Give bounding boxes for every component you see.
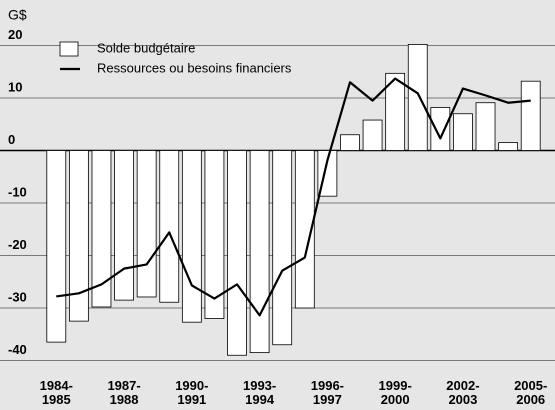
x-tick-label: 1996- 1997: [310, 378, 344, 407]
y-tick-label: 0: [8, 132, 15, 147]
y-tick-label: 10: [8, 79, 22, 94]
y-tick-label: -10: [8, 184, 27, 199]
bar: [249, 150, 270, 354]
bar: [272, 150, 293, 346]
bar: [46, 150, 67, 343]
x-tick-label: 1999- 2000: [378, 378, 412, 407]
bar: [159, 150, 180, 303]
y-tick-label: -20: [8, 237, 27, 252]
x-tick-label: 1984- 1985: [39, 378, 73, 407]
legend-label: Solde budgétaire: [97, 40, 195, 55]
x-tick-label: 1987- 1988: [107, 378, 141, 407]
x-tick-label: 1993- 1994: [242, 378, 277, 407]
bar: [136, 150, 157, 298]
bar: [430, 107, 451, 151]
bar: [340, 134, 360, 151]
bar: [91, 150, 112, 308]
legend-label: Ressources ou besoins financiers: [97, 60, 292, 75]
legend-swatch: [59, 41, 79, 57]
x-tick-label: 2005- 2006: [514, 378, 548, 407]
bar: [181, 150, 202, 323]
line: [56, 77, 531, 317]
y-tick-label: 20: [8, 27, 22, 42]
bar: [294, 150, 315, 309]
bar: [453, 113, 473, 151]
y-axis-label: G$: [8, 7, 27, 23]
bar: [362, 119, 383, 151]
bar: [407, 44, 428, 151]
bar: [475, 102, 496, 151]
x-tick-label: 1990- 1991: [175, 378, 209, 407]
bar: [68, 150, 89, 322]
x-tick-label: 2002- 2003: [446, 378, 480, 407]
bar: [227, 150, 247, 356]
bar: [114, 150, 134, 301]
bar: [385, 72, 406, 151]
y-tick-label: -40: [8, 342, 27, 357]
bar: [520, 80, 541, 151]
y-tick-label: -30: [8, 289, 27, 304]
bar: [498, 142, 519, 151]
bar: [204, 150, 225, 319]
